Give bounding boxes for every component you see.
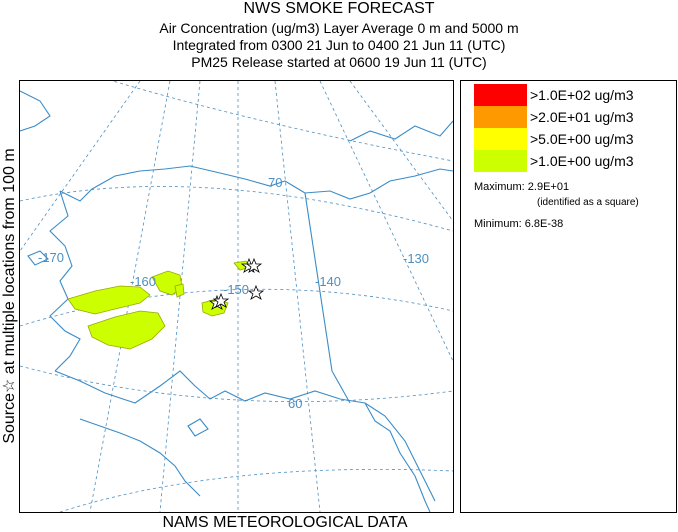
lon-line-170: [20, 81, 141, 252]
legend-panel: >1.0E+02 ug/m3 >2.0E+01 ug/m3 >5.0E+00 u…: [460, 80, 677, 513]
lon-line-130: [319, 81, 453, 362]
lat-line-60: [20, 365, 453, 402]
maximum-note: (identified as a square): [537, 197, 639, 208]
footer-data-source: NAMS METEOROLOGICAL DATA: [162, 514, 408, 531]
legend-label-1: >1.0E+00 ug/m3: [530, 153, 634, 169]
legend-label-20: >2.0E+01 ug/m3: [530, 109, 634, 125]
subtitle-integration-period: Integrated from 0300 21 Jun to 0400 21 J…: [172, 37, 506, 53]
lat-label-70: 70: [268, 175, 282, 190]
smoke-plume-central-small: [174, 283, 185, 298]
longitude-lines: [20, 81, 453, 512]
legend-label-5: >5.0E+00 ug/m3: [530, 131, 634, 147]
lat-label-60: 60: [288, 396, 302, 411]
source-star-2: [245, 257, 263, 273]
lat-line-55: [59, 468, 453, 512]
lat-line-upper: [111, 81, 453, 162]
legend-swatch-lime: [474, 150, 527, 172]
legend-swatch-orange: [474, 106, 527, 128]
lon-line-160: [159, 81, 201, 512]
alaska-south-coast: [54, 370, 436, 502]
source-markers: [208, 257, 265, 310]
bc-coast: [364, 402, 431, 512]
aleutian-chain: [79, 418, 201, 497]
map-panel: -170 -160 -150 -140 -130 70 60: [19, 80, 454, 513]
lat-line-70: [20, 186, 453, 232]
subtitle-concentration: Air Concentration (ug/m3) Layer Average …: [159, 20, 519, 36]
latitude-lines: [20, 81, 453, 512]
lat-line-65: [20, 288, 453, 327]
arctic-islands: [349, 120, 453, 142]
lon-line-125: [349, 81, 453, 222]
lon-label-170: -170: [38, 250, 64, 265]
legend-swatch-red: [474, 84, 527, 106]
page-title: NWS SMOKE FORECAST: [243, 0, 435, 17]
alaska-north-coast: [59, 165, 306, 202]
graticule-labels: -170 -160 -150 -140 -130 70 60: [38, 175, 429, 411]
st-lawrence-island: [27, 250, 49, 266]
lon-label-160: -160: [130, 274, 156, 289]
minimum-value: Minimum: 6.8E-38: [474, 218, 564, 230]
lon-line-165: [89, 81, 171, 512]
canada-arctic-coast: [304, 168, 453, 200]
lon-label-140: -140: [315, 274, 341, 289]
alaska-canada-border: [304, 192, 351, 404]
kodiak-island: [187, 418, 209, 437]
lon-label-150: -150: [223, 282, 249, 297]
siberia-coast: [20, 90, 51, 132]
legend-swatch-yellow: [474, 128, 527, 150]
smoke-plume-southwest: [87, 310, 166, 350]
coastline: [20, 90, 453, 512]
lon-line-140: [274, 81, 321, 512]
lon-label-130: -130: [403, 251, 429, 266]
subtitle-release-start: PM25 Release started at 0600 19 Jun 11 (…: [191, 54, 487, 70]
smoke-plume-west-large: [67, 285, 151, 315]
alaska-west-coast: [49, 190, 81, 372]
maximum-value: Maximum: 2.9E+01: [474, 181, 570, 193]
source-star-5: [212, 292, 230, 308]
map-canvas: -170 -160 -150 -140 -130 70 60: [20, 81, 453, 512]
legend-label-100: >1.0E+02 ug/m3: [530, 87, 634, 103]
source-star-3: [247, 284, 265, 300]
